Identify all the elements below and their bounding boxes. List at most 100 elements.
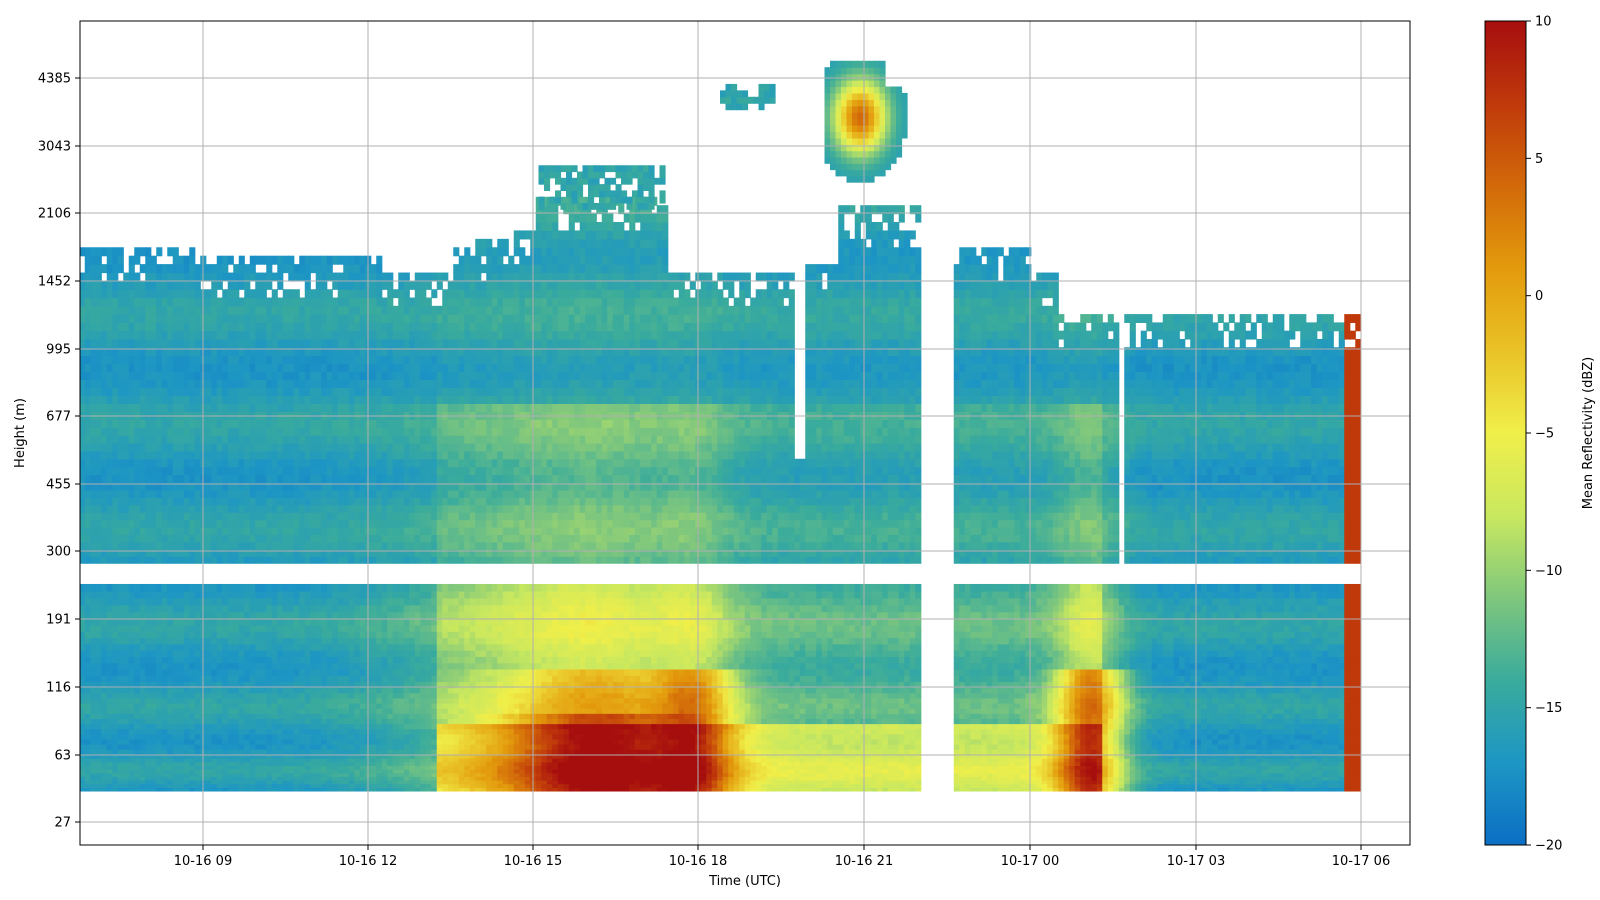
heatmap-cell	[238, 733, 245, 740]
heatmap-cell	[315, 783, 322, 788]
heatmap-cell	[409, 314, 416, 323]
heatmap-cell	[238, 322, 245, 332]
heatmap-cell	[337, 687, 344, 694]
heatmap-cell	[403, 681, 410, 689]
heatmap-cell	[194, 744, 201, 750]
heatmap-cell	[123, 597, 130, 606]
heatmap-cell	[321, 687, 328, 694]
heatmap-cell	[409, 723, 416, 730]
heatmap-cell	[293, 330, 300, 340]
heatmap-cell	[145, 322, 152, 332]
heatmap-cell	[431, 713, 438, 719]
heatmap-cell	[277, 597, 284, 606]
heatmap-cell	[392, 363, 399, 372]
heatmap-cell	[128, 692, 135, 699]
heatmap-cell	[326, 631, 333, 639]
heatmap-cell	[183, 443, 190, 452]
heatmap-cell	[134, 772, 141, 777]
heatmap-cell	[409, 466, 416, 476]
heatmap-cell	[420, 656, 427, 664]
heatmap-cell	[420, 583, 427, 592]
heatmap-cell	[392, 314, 399, 323]
heatmap-cell	[84, 754, 91, 759]
heatmap-cell	[84, 264, 91, 274]
heatmap-cell	[282, 489, 289, 498]
heatmap-cell	[348, 363, 355, 372]
heatmap-cell	[376, 703, 383, 709]
heatmap-cell	[392, 556, 399, 564]
heatmap-cell	[189, 272, 196, 282]
heatmap-cell	[139, 322, 146, 332]
heatmap-cell	[80, 549, 86, 557]
heatmap-cell	[205, 583, 212, 592]
heatmap-cell	[310, 637, 317, 645]
heatmap-cell	[150, 624, 157, 632]
heatmap-cell	[277, 618, 284, 626]
heatmap-cell	[167, 668, 174, 676]
heatmap-cell	[249, 355, 256, 364]
heatmap-cell	[84, 708, 91, 714]
heatmap-cell	[90, 583, 97, 592]
heatmap-cell	[117, 247, 124, 257]
heatmap-cell	[420, 662, 427, 670]
heatmap-cell	[299, 482, 306, 491]
heatmap-cell	[95, 526, 102, 535]
heatmap-cell	[310, 758, 317, 763]
heatmap-cell	[183, 780, 190, 785]
heatmap-cell	[332, 783, 339, 788]
heatmap-cell	[337, 512, 344, 521]
heatmap-cell	[90, 458, 97, 468]
heatmap-cell	[80, 604, 86, 613]
heatmap-cell	[420, 371, 427, 380]
heatmap-cell	[216, 466, 223, 476]
heatmap-cell	[271, 611, 278, 620]
heatmap-cell	[255, 347, 262, 356]
heatmap-cell	[172, 772, 179, 777]
heatmap-cell	[326, 668, 333, 676]
heatmap-cell	[359, 758, 366, 763]
heatmap-cell	[348, 497, 355, 506]
heatmap-cell	[128, 624, 135, 632]
heatmap-cell	[117, 631, 124, 639]
heatmap-cell	[95, 738, 102, 745]
heatmap-cell	[80, 338, 86, 348]
heatmap-cell	[277, 534, 284, 543]
heatmap-cell	[266, 330, 273, 340]
heatmap-cell	[183, 765, 190, 770]
heatmap-cell	[431, 787, 438, 792]
heatmap-cell	[266, 419, 273, 428]
heatmap-cell	[156, 297, 163, 307]
heatmap-cell	[392, 728, 399, 735]
heatmap-cell	[420, 765, 427, 770]
heatmap-cell	[238, 738, 245, 745]
heatmap-cell	[145, 780, 152, 785]
heatmap-cell	[403, 289, 410, 299]
heatmap-cell	[194, 443, 201, 452]
heatmap-cell	[123, 395, 130, 404]
heatmap-cell	[211, 761, 218, 767]
heatmap-cell	[376, 466, 383, 476]
heatmap-cell	[337, 403, 344, 412]
heatmap-cell	[123, 419, 130, 428]
heatmap-cell	[299, 656, 306, 664]
heatmap-cell	[315, 255, 322, 265]
heatmap-cell	[282, 749, 289, 755]
heatmap-cell	[233, 597, 240, 606]
heatmap-cell	[420, 692, 427, 699]
heatmap-cell	[398, 458, 405, 468]
heatmap-cell	[90, 597, 97, 606]
heatmap-cell	[359, 435, 366, 444]
heatmap-cell	[216, 427, 223, 436]
heatmap-cell	[227, 769, 234, 774]
heatmap-cell	[304, 708, 311, 714]
heatmap-cell	[161, 687, 168, 694]
heatmap-cell	[183, 713, 190, 719]
heatmap-cell	[370, 330, 377, 340]
heatmap-cell	[359, 482, 366, 491]
heatmap-cell	[326, 512, 333, 521]
heatmap-cell	[271, 643, 278, 651]
heatmap-cell	[227, 728, 234, 735]
heatmap-cell	[189, 738, 196, 745]
heatmap-cell	[376, 604, 383, 613]
heatmap-cell	[222, 474, 229, 483]
